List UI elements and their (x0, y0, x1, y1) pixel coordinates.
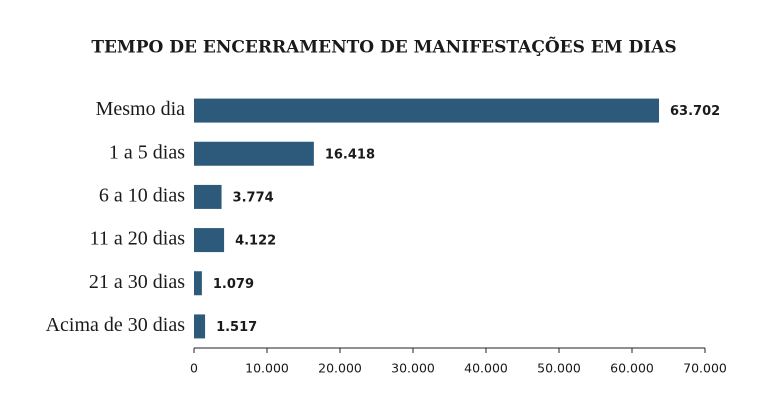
value-label: 4.122 (235, 234, 276, 249)
bar (194, 98, 660, 123)
value-label: 1.517 (216, 320, 257, 335)
value-label: 16.418 (325, 147, 375, 162)
x-tick-label: 0 (190, 361, 198, 376)
bar (194, 141, 314, 166)
category-label: 21 a 30 dias (89, 271, 185, 293)
value-label: 3.774 (233, 190, 274, 205)
x-tick-label: 20.000 (318, 361, 362, 376)
x-tick-label: 40.000 (464, 361, 508, 376)
x-tick-label: 70.000 (683, 361, 727, 376)
chart-title: TEMPO DE ENCERRAMENTO DE MANIFESTAÇÕES E… (91, 36, 676, 58)
bar (194, 228, 225, 253)
bar (194, 184, 222, 209)
category-label: Mesmo dia (96, 98, 186, 120)
x-tick-label: 60.000 (610, 361, 654, 376)
category-label: Acima de 30 dias (46, 314, 186, 336)
bar (194, 271, 202, 296)
value-label: 63.702 (670, 104, 720, 119)
x-tick-label: 50.000 (537, 361, 581, 376)
category-label: 11 a 20 dias (90, 228, 186, 250)
x-tick-label: 30.000 (391, 361, 435, 376)
category-label: 1 a 5 dias (109, 141, 185, 163)
bar (194, 314, 206, 339)
x-tick-label: 10.000 (245, 361, 289, 376)
category-label: 6 a 10 dias (99, 185, 185, 207)
value-label: 1.079 (213, 277, 254, 292)
